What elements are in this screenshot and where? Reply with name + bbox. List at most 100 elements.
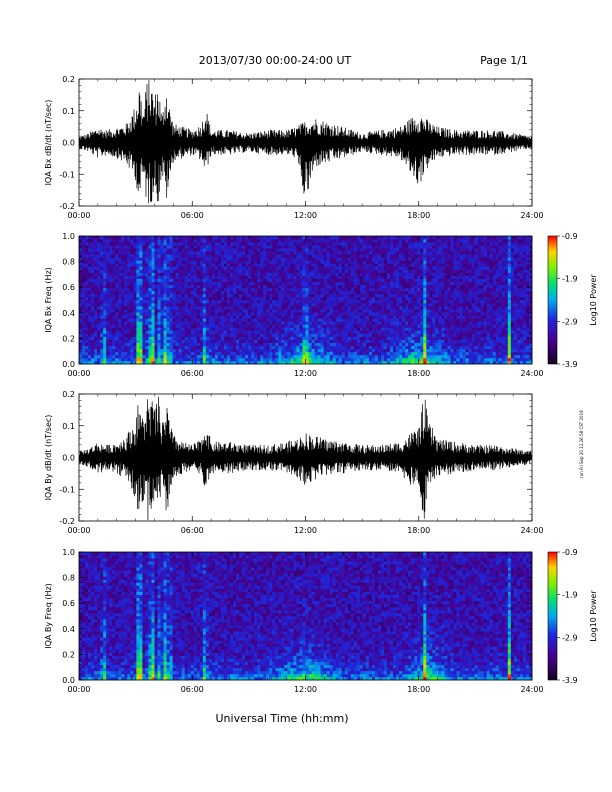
- heatmap-cell: [242, 266, 246, 270]
- heatmap-cell: [157, 266, 161, 270]
- heatmap-cell: [299, 309, 303, 313]
- heatmap-cell: [172, 333, 176, 337]
- heatmap-cell: [88, 333, 92, 337]
- heatmap-cell: [178, 251, 182, 255]
- heatmap-cell: [202, 269, 207, 273]
- heatmap-cell: [374, 242, 379, 246]
- heatmap-cell: [205, 357, 210, 362]
- heatmap-cell: [94, 312, 98, 316]
- heatmap-cell: [214, 339, 219, 343]
- heatmap-cell: [390, 309, 394, 313]
- heatmap-cell: [317, 324, 321, 328]
- heatmap-cell: [272, 281, 276, 286]
- heatmap-cell: [202, 284, 207, 289]
- heatmap-cell: [257, 296, 261, 301]
- heatmap-cell: [408, 278, 412, 283]
- heatmap-cell: [399, 321, 403, 325]
- heatmap-cell: [368, 275, 373, 279]
- heatmap-cell: [145, 290, 149, 295]
- heatmap-cell: [226, 296, 231, 301]
- heatmap-cell: [377, 287, 382, 292]
- heatmap-cell: [145, 315, 149, 319]
- heatmap-cell: [402, 357, 406, 362]
- heatmap-cell: [423, 284, 427, 289]
- heatmap-cell: [405, 254, 409, 258]
- heatmap-cell: [293, 242, 297, 246]
- heatmap-cell: [257, 327, 261, 331]
- heatmap-cell: [181, 303, 185, 307]
- heatmap-cell: [335, 315, 340, 319]
- heatmap-cell: [160, 278, 164, 283]
- heatmap-cell: [356, 342, 361, 347]
- heatmap-cell: [371, 306, 376, 310]
- heatmap-cell: [220, 354, 225, 359]
- heatmap-cell: [205, 281, 210, 286]
- heatmap-cell: [133, 303, 137, 307]
- heatmap-cell: [335, 351, 340, 356]
- heatmap-cell: [359, 290, 364, 295]
- heatmap-cell: [127, 342, 131, 347]
- heatmap-cell: [390, 357, 394, 362]
- heatmap-cell: [272, 260, 276, 264]
- heatmap-cell: [85, 281, 89, 286]
- heatmap-cell: [353, 336, 358, 340]
- heatmap-cell: [142, 312, 146, 316]
- heatmap-cell: [405, 278, 409, 283]
- heatmap-cell: [127, 242, 131, 246]
- heatmap-cell: [193, 303, 198, 307]
- heatmap-cell: [103, 324, 107, 328]
- heatmap-cell: [211, 300, 216, 304]
- heatmap-cell: [205, 342, 210, 347]
- heatmap-cell: [181, 327, 185, 331]
- heatmap-cell: [384, 315, 388, 319]
- heatmap-cell: [233, 272, 237, 276]
- heatmap-cell: [211, 303, 216, 307]
- heatmap-cell: [332, 290, 336, 295]
- heatmap-cell: [178, 284, 182, 289]
- heatmap-cell: [157, 248, 161, 252]
- heatmap-cell: [323, 360, 327, 365]
- heatmap-cell: [166, 321, 170, 325]
- heatmap-cell: [326, 333, 330, 337]
- heatmap-cell: [166, 293, 170, 298]
- heatmap-cell: [109, 360, 113, 365]
- heatmap-cell: [278, 239, 282, 243]
- heatmap-cell: [429, 339, 433, 343]
- heatmap-cell: [242, 342, 246, 347]
- heatmap-cell: [94, 339, 98, 343]
- heatmap-cell: [311, 360, 315, 365]
- heatmap-cell: [196, 290, 201, 295]
- heatmap-cell: [269, 342, 273, 347]
- heatmap-cell: [287, 272, 291, 276]
- heatmap-cell: [251, 245, 255, 249]
- heatmap-cell: [299, 333, 303, 337]
- heatmap-cell: [368, 318, 373, 322]
- heatmap-cell: [408, 236, 412, 240]
- heatmap-cell: [359, 251, 364, 255]
- heatmap-cell: [396, 345, 400, 350]
- heatmap-cell: [356, 318, 361, 322]
- heatmap-cell: [151, 290, 155, 295]
- heatmap-cell: [302, 281, 306, 286]
- heatmap-cell: [202, 345, 207, 350]
- heatmap-cell: [112, 357, 116, 362]
- heatmap-cell: [266, 300, 270, 304]
- heatmap-cell: [341, 300, 346, 304]
- heatmap-cell: [426, 236, 430, 240]
- heatmap-cell: [136, 254, 140, 258]
- heatmap-cell: [142, 300, 146, 304]
- heatmap-cell: [103, 260, 107, 264]
- heatmap-cell: [326, 266, 330, 270]
- heatmap-cell: [118, 266, 122, 270]
- heatmap-cell: [169, 351, 173, 356]
- heatmap-cell: [393, 239, 397, 243]
- heatmap-cell: [124, 300, 128, 304]
- heatmap-cell: [166, 290, 170, 295]
- heatmap-cell: [374, 315, 379, 319]
- heatmap-cell: [290, 284, 294, 289]
- heatmap-cell: [208, 309, 213, 313]
- heatmap-cell: [365, 281, 370, 286]
- heatmap-cell: [233, 306, 237, 310]
- heatmap-cell: [281, 360, 285, 365]
- heatmap-cell: [214, 303, 219, 307]
